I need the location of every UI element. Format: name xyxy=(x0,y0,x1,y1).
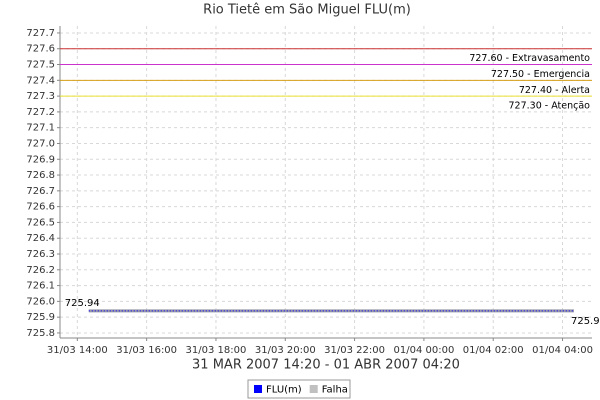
y-tick-label: 727.4 xyxy=(26,75,55,86)
y-tick-label: 727.3 xyxy=(26,91,55,102)
threshold-label: 727.60 - Extravasamento xyxy=(469,53,590,64)
y-tick-label: 726.2 xyxy=(26,265,55,276)
y-tick-label: 727.1 xyxy=(26,123,55,134)
data-label: 725.94 xyxy=(571,316,600,327)
y-tick-label: 726.0 xyxy=(26,296,55,307)
data-label: 725.94 xyxy=(65,298,100,309)
x-tick-label: 31/03 22:00 xyxy=(324,345,385,356)
y-tick-label: 727.7 xyxy=(26,28,55,39)
x-tick-label: 01/04 00:00 xyxy=(393,345,454,356)
x-tick-label: 31/03 16:00 xyxy=(116,345,177,356)
y-tick-label: 727.0 xyxy=(26,138,55,149)
y-tick-label: 726.4 xyxy=(26,233,55,244)
y-tick-label: 726.5 xyxy=(26,217,55,228)
x-tick-label: 31/03 18:00 xyxy=(186,345,247,356)
y-tick-label: 727.6 xyxy=(26,44,55,55)
x-tick-label: 01/04 04:00 xyxy=(532,345,593,356)
y-tick-label: 727.2 xyxy=(26,107,55,118)
legend-box xyxy=(247,379,351,399)
y-tick-label: 726.6 xyxy=(26,202,55,213)
y-tick-label: 725.8 xyxy=(26,328,55,339)
x-axis-title: 31 MAR 2007 14:20 - 01 ABR 2007 04:20 xyxy=(192,358,460,373)
legend-swatch xyxy=(254,385,262,393)
threshold-label: 727.30 - Atenção xyxy=(509,101,591,112)
y-tick-label: 726.3 xyxy=(26,249,55,260)
y-tick-label: 726.8 xyxy=(26,170,55,181)
x-tick-label: 31/03 14:00 xyxy=(47,345,108,356)
legend-swatch xyxy=(309,385,318,393)
x-tick-label: 01/04 02:00 xyxy=(463,345,524,356)
legend-label: Falha xyxy=(322,385,348,396)
y-tick-label: 727.5 xyxy=(26,60,55,71)
y-tick-label: 725.9 xyxy=(26,312,55,323)
threshold-label: 727.40 - Alerta xyxy=(519,85,590,96)
x-tick-label: 31/03 20:00 xyxy=(255,345,316,356)
legend-label: FLU(m) xyxy=(266,385,302,396)
y-tick-label: 726.1 xyxy=(26,281,55,292)
chart-title: Rio Tietê em São Miguel FLU(m) xyxy=(203,3,411,18)
threshold-label: 727.50 - Emergencia xyxy=(491,69,590,80)
y-tick-label: 726.9 xyxy=(26,154,55,165)
y-tick-label: 726.7 xyxy=(26,186,55,197)
